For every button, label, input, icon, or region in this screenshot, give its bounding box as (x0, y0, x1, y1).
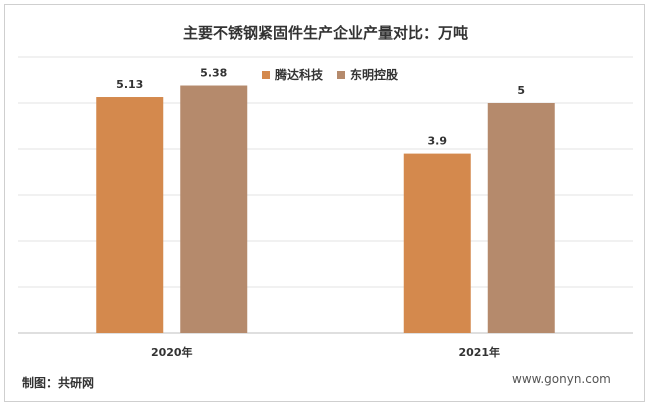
x-tick-label: 2020年 (151, 345, 193, 359)
bar (96, 97, 164, 334)
legend-swatch-tengda (262, 70, 270, 79)
bar (403, 153, 471, 333)
data-label: 3.9 (428, 135, 448, 148)
data-label: 5.38 (200, 67, 227, 80)
bar (487, 103, 555, 333)
x-tick-label: 2021年 (458, 345, 500, 359)
source-label: 制图：共研网 (22, 376, 95, 390)
data-label: 5.13 (116, 78, 143, 91)
legend-label-tengda: 腾达科技 (275, 68, 324, 82)
legend-swatch-dongming (337, 70, 346, 79)
watermark-logo: www.gonyn.com (512, 372, 611, 386)
legend: 腾达科技 东明控股 (262, 66, 398, 83)
legend-label-dongming: 东明控股 (350, 68, 399, 82)
chart-title: 主要不锈钢紧固件生产企业产量对比：万吨 (182, 24, 468, 42)
bar (180, 85, 248, 334)
data-label: 5 (517, 84, 525, 97)
legend-item-tengda: 腾达科技 (262, 66, 323, 83)
legend-item-dongming: 东明控股 (337, 66, 398, 83)
